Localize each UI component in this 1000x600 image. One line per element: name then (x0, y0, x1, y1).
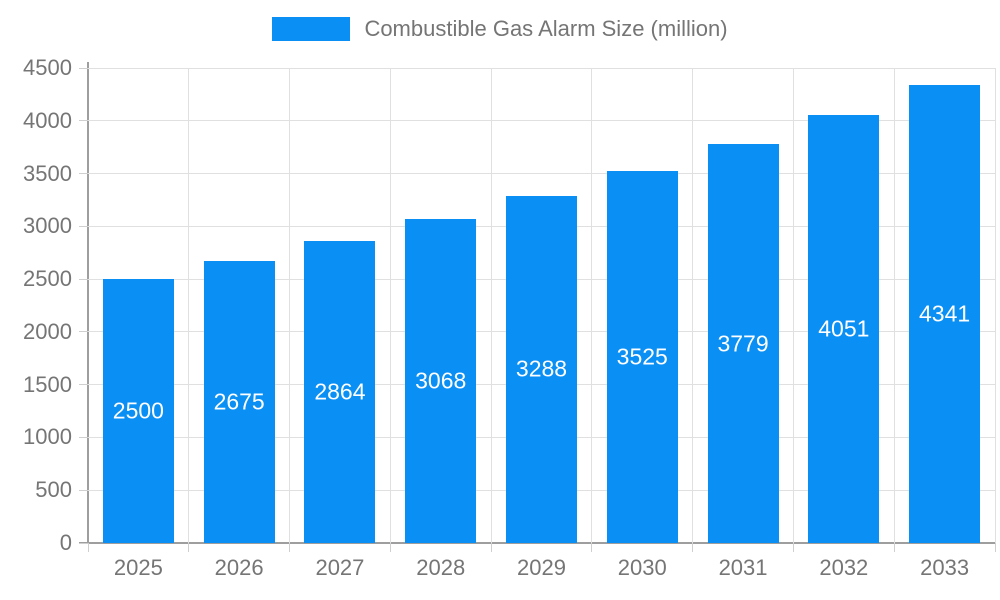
x-axis-tick (994, 543, 996, 552)
y-axis-line (87, 62, 89, 543)
gridline-vertical (994, 68, 996, 543)
legend-label: Combustible Gas Alarm Size (million) (364, 16, 728, 41)
x-axis-line (79, 542, 995, 544)
x-axis-category-label: 2028 (416, 555, 466, 580)
x-axis-tick (188, 543, 190, 552)
y-axis-tick-label: 2000 (23, 318, 72, 344)
bar-value-label: 2675 (213, 388, 265, 415)
x-axis-category-label: 2027 (315, 555, 365, 580)
bar-value-label: 4051 (818, 315, 870, 342)
gridline-vertical (490, 68, 492, 543)
x-axis-category-label: 2033 (920, 555, 970, 580)
y-axis-tick (79, 436, 88, 438)
bar-2030[interactable]: 3525 (606, 170, 678, 543)
bar-2026[interactable]: 2675 (203, 260, 275, 543)
y-axis-tick (79, 67, 88, 69)
gridline-vertical (692, 68, 694, 543)
gridline-horizontal (88, 120, 995, 122)
y-axis-tick-label: 4500 (23, 55, 72, 80)
y-axis-tick-label: 3000 (23, 213, 72, 239)
bar-value-label: 3288 (515, 355, 568, 382)
gridline-vertical (188, 68, 190, 543)
x-axis-category-label: 2025 (113, 555, 163, 580)
x-axis-tick (792, 543, 794, 552)
plot-area: 0 500 1000 1500 2000 2500 3000 3500 4000 4500 2500… (23, 55, 996, 580)
y-axis-tick (79, 542, 88, 544)
bar-value-label: 3779 (717, 330, 769, 357)
x-axis-category-label: 2029 (517, 555, 566, 580)
y-axis-tick (79, 384, 88, 386)
y-axis-tick-label: 2500 (23, 266, 72, 292)
legend-swatch-icon (272, 17, 351, 41)
gridline-horizontal (88, 67, 995, 69)
y-axis-tick (79, 225, 88, 227)
y-axis-tick (79, 120, 88, 122)
y-axis-tick-label: 1000 (23, 424, 72, 450)
gridline-vertical (289, 68, 291, 543)
x-axis-tick (893, 543, 895, 552)
gridline-vertical (389, 68, 391, 543)
bar-value-label: 3068 (415, 367, 467, 394)
bar-value-label: 4341 (919, 300, 971, 327)
x-axis-category-label: 2031 (718, 555, 768, 580)
y-axis-tick (79, 278, 88, 280)
bar-2029[interactable]: 3288 (506, 195, 577, 543)
bar-value-label: 2864 (314, 378, 366, 405)
x-axis-tick (289, 543, 291, 552)
y-axis-tick-label: 0 (59, 530, 72, 555)
x-axis-tick (490, 543, 492, 552)
gridline-vertical (792, 68, 794, 543)
gridline-vertical (591, 68, 593, 543)
y-axis-tick-label: 500 (35, 477, 72, 503)
bar-value-label: 3525 (616, 343, 668, 370)
legend[interactable]: Combustible Gas Alarm Size (million) (0, 16, 1000, 42)
bar-2031[interactable]: 3779 (707, 144, 779, 543)
bar-2032[interactable]: 4051 (808, 115, 880, 543)
x-axis-tick (692, 543, 694, 552)
bar-2028[interactable]: 3068 (405, 219, 477, 543)
gridline-vertical (893, 68, 895, 543)
bar-2025[interactable]: 2500 (102, 279, 174, 543)
x-axis-category-label: 2026 (214, 555, 264, 580)
y-axis-tick (79, 331, 88, 333)
x-axis-category-label: 2030 (617, 555, 667, 580)
y-axis-tick (79, 489, 88, 491)
y-axis-tick-label: 3500 (23, 160, 72, 186)
x-axis-category-label: 2032 (819, 555, 869, 580)
bar-2027[interactable]: 2864 (304, 240, 376, 543)
x-axis-tick (389, 543, 391, 552)
gridline-horizontal (88, 173, 995, 175)
y-axis-tick-label: 1500 (23, 371, 72, 397)
bar-value-label: 2500 (112, 397, 164, 424)
y-axis-tick (79, 173, 88, 175)
x-axis-tick (87, 543, 89, 552)
y-axis-tick-label: 4000 (23, 107, 72, 133)
bar-2033[interactable]: 4341 (909, 84, 981, 543)
x-axis-tick (591, 543, 593, 552)
